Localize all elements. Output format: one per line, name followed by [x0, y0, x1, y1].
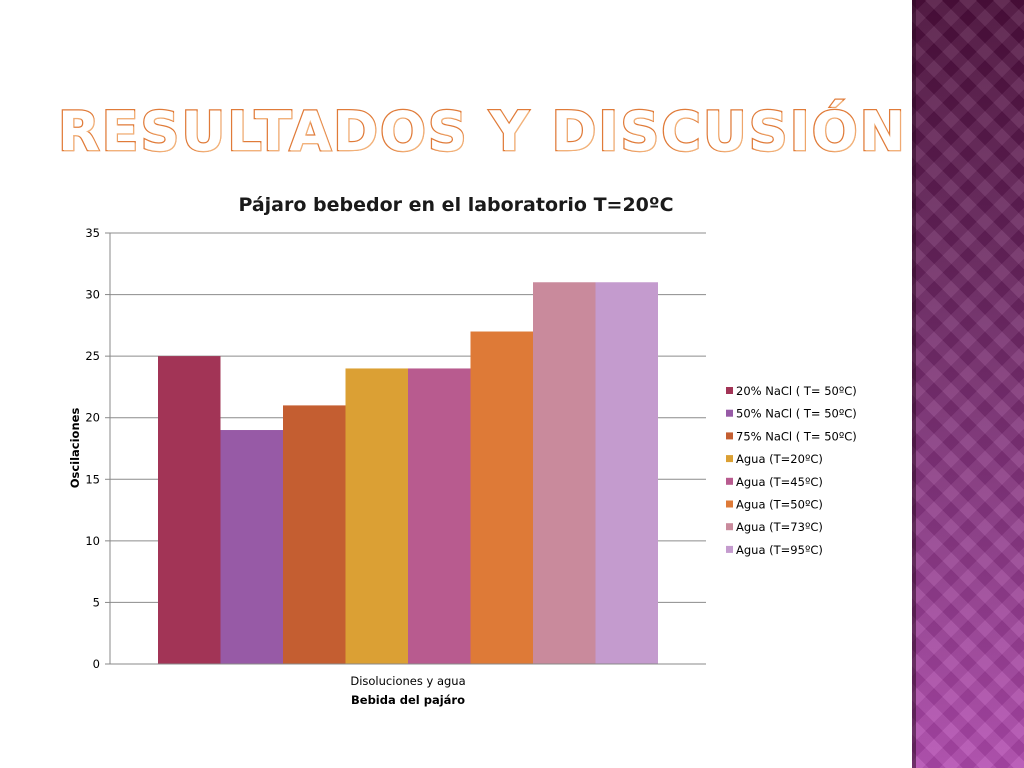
legend-swatch	[726, 545, 733, 553]
bar-series-5	[408, 368, 471, 664]
y-tick-label: 30	[85, 288, 100, 302]
y-tick-label: 35	[85, 226, 100, 240]
bar-series-6	[470, 331, 533, 664]
bar-series-4	[345, 368, 408, 664]
decorative-band-edge	[912, 0, 916, 768]
legend-swatch	[726, 432, 733, 440]
bar-series-3	[283, 405, 346, 664]
x-axis-title: Bebida del pajáro	[351, 693, 465, 707]
legend-label: Agua (T=20ºC)	[736, 452, 823, 466]
y-tick-label: 20	[85, 411, 100, 425]
bar-series-1	[158, 356, 221, 664]
y-axis-ticks: 0 5 10 15 20 25 30 35	[85, 226, 110, 671]
y-tick-label: 0	[93, 657, 100, 671]
y-tick-label: 15	[85, 472, 100, 486]
x-category-label: Disoluciones y agua	[350, 674, 465, 688]
legend-swatch	[726, 409, 733, 417]
legend: 20% NaCl ( T= 50ºC) 50% NaCl ( T= 50ºC) 75…	[726, 384, 857, 557]
legend-label: Agua (T=50ºC)	[736, 498, 823, 512]
legend-swatch	[726, 455, 733, 463]
bar-series-2	[220, 430, 283, 664]
legend-swatch	[726, 387, 733, 394]
bar-series-8	[595, 282, 658, 664]
legend-label: 75% NaCl ( T= 50ºC)	[736, 429, 857, 443]
y-tick-label: 5	[93, 595, 100, 609]
legend-swatch	[726, 477, 733, 485]
legend-label: Agua (T=73ºC)	[736, 520, 823, 534]
slide-title: RESULTADOS Y DISCUSIÓN	[57, 99, 907, 165]
legend-swatch	[726, 523, 733, 531]
y-tick-label: 10	[85, 534, 100, 548]
bar-chart: Pájaro bebedor en el laboratorio T=20ºC …	[68, 194, 857, 707]
y-axis-title: Oscilaciones	[68, 408, 82, 489]
bars	[158, 282, 658, 664]
decorative-side-band	[912, 0, 1024, 768]
bar-series-7	[533, 282, 596, 664]
legend-label: Agua (T=45ºC)	[736, 475, 823, 489]
legend-label: 20% NaCl ( T= 50ºC)	[736, 384, 857, 398]
legend-label: 50% NaCl ( T= 50ºC)	[736, 407, 857, 421]
chart-title: Pájaro bebedor en el laboratorio T=20ºC	[238, 194, 673, 216]
y-tick-label: 25	[85, 349, 100, 363]
legend-label: Agua (T=95ºC)	[736, 543, 823, 557]
legend-swatch	[726, 500, 733, 508]
